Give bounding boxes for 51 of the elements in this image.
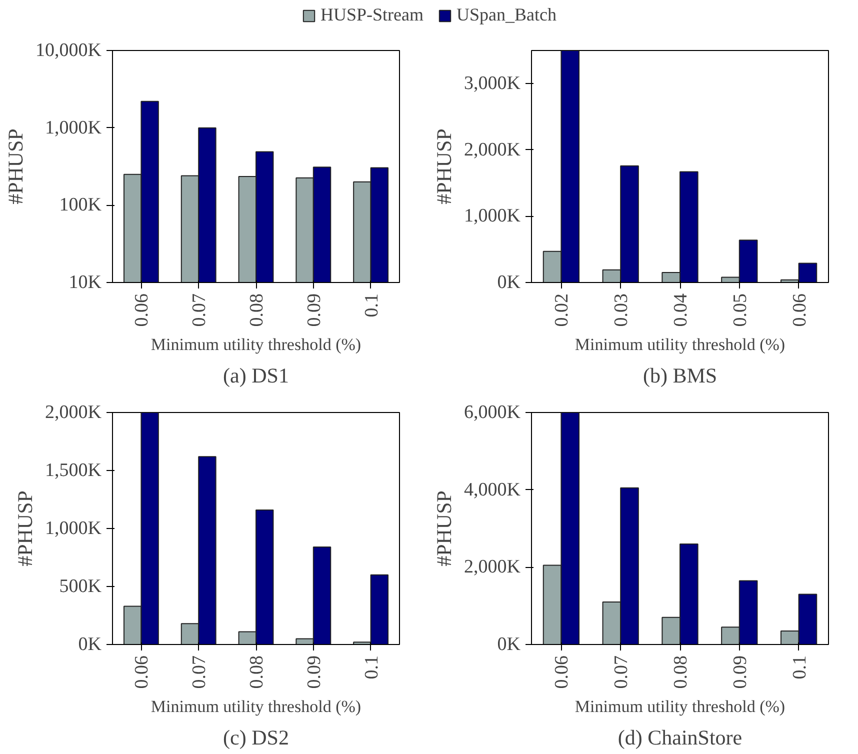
- y-axis-title: #PHUSP: [432, 128, 456, 204]
- x-tick-label: 0.08: [246, 294, 268, 327]
- text: (a) DS1: [223, 364, 289, 388]
- y-tick-label: 0K: [497, 634, 521, 655]
- y-axis-title: #PHUSP: [13, 490, 38, 566]
- x-tick-label: 0.04: [670, 293, 692, 327]
- y-tick-label: 1,000K: [45, 117, 102, 138]
- legend-label: USpan_Batch: [456, 4, 556, 26]
- x-tick-label: 0.09: [304, 656, 325, 689]
- x-tick-label: 0.06: [552, 656, 573, 689]
- y-tick-label: 2,000K: [45, 402, 102, 423]
- x-tick-label: 0.09: [304, 294, 325, 327]
- y-tick-label: 1,000K: [464, 206, 521, 227]
- x-axis-title: Minimum utility threshold (%): [574, 696, 786, 716]
- y-tick-label: 1,000K: [45, 518, 102, 539]
- y-tick-label: 1,500K: [45, 460, 102, 481]
- y-axis-title: #PHUSP: [432, 490, 456, 566]
- x-tick-label: 0.07: [189, 656, 210, 689]
- x-axis-title: Minimum utility threshold (%): [150, 696, 362, 716]
- y-tick-label: 100K: [59, 194, 102, 216]
- text: (d) ChainStore: [618, 726, 742, 750]
- y-tick-label: 4,000K: [464, 479, 521, 500]
- y-tick-label: 500K: [59, 576, 102, 597]
- y-tick-label: 0K: [78, 634, 102, 655]
- text: (b) BMS: [642, 364, 718, 388]
- x-tick-label: 0.09: [730, 656, 751, 689]
- x-tick-label: 0.07: [189, 294, 210, 327]
- y-tick-label: 10,000K: [36, 40, 102, 61]
- y-tick-label: 10K: [68, 272, 102, 293]
- y-tick-label: 3,000K: [464, 73, 521, 94]
- x-tick-label: 0.02: [552, 294, 573, 327]
- x-tick-label: 0.07: [611, 656, 632, 689]
- x-axis-title: Minimum utility threshold (%): [150, 334, 362, 354]
- y-tick-label: 6,000K: [464, 402, 521, 423]
- x-tick-label: 0.05: [730, 294, 751, 327]
- x-tick-label: 0.06: [132, 656, 153, 689]
- y-tick-label: 0K: [497, 272, 521, 293]
- x-tick-label: 0.1: [361, 294, 382, 318]
- x-tick-label: 0.06: [789, 294, 810, 327]
- x-axis-title: Minimum utility threshold (%): [574, 334, 786, 354]
- y-tick-label: 2,000K: [464, 556, 521, 578]
- legend-label: HUSP-Stream: [320, 4, 424, 26]
- x-tick-label: 0.1: [361, 656, 382, 680]
- x-tick-label: 0.06: [132, 294, 153, 327]
- x-tick-label: 0.1: [789, 656, 810, 680]
- x-tick-label: 0.08: [246, 656, 268, 689]
- y-axis-title: #PHUSP: [4, 128, 28, 204]
- x-tick-label: 0.03: [611, 294, 632, 327]
- x-tick-label: 0.08: [670, 656, 692, 689]
- y-tick-label: 2,000K: [464, 139, 521, 160]
- text: (c) DS2: [223, 726, 289, 750]
